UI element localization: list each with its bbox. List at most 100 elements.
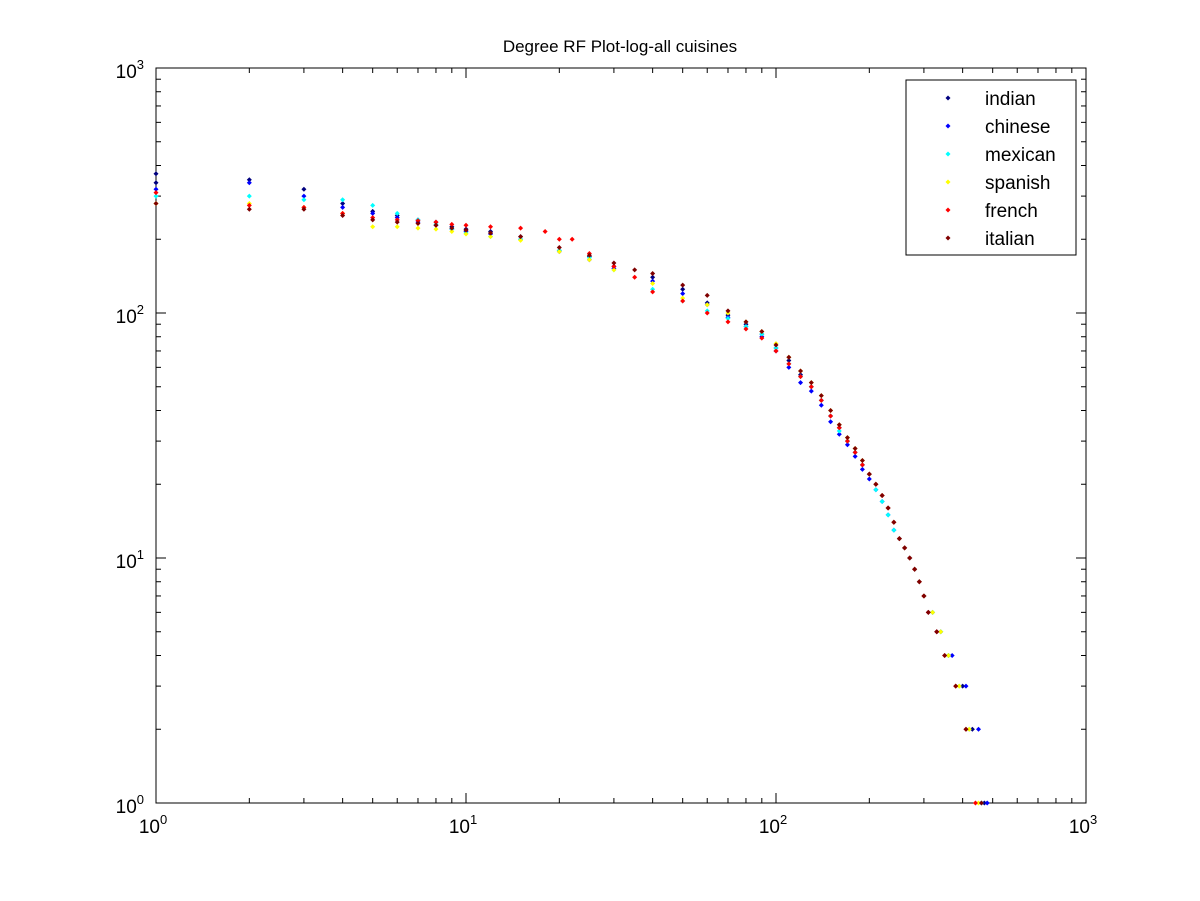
data-point (301, 206, 307, 212)
data-point (852, 453, 858, 459)
data-point (963, 726, 969, 732)
data-point (836, 431, 842, 437)
data-point (859, 462, 865, 468)
data-point (808, 384, 814, 390)
data-point (885, 512, 891, 518)
legend-marker (945, 235, 951, 241)
data-point (773, 345, 779, 351)
data-point (725, 319, 731, 325)
data-point (844, 435, 850, 441)
data-point (153, 186, 159, 192)
data-point (301, 186, 307, 192)
data-point (449, 229, 455, 235)
data-point (859, 466, 865, 472)
data-point (759, 335, 765, 341)
data-point (891, 519, 897, 525)
data-point (556, 236, 562, 242)
data-point (942, 652, 948, 658)
data-point (415, 225, 421, 231)
data-point (818, 393, 824, 399)
legend-marker (945, 123, 951, 129)
data-point (488, 234, 494, 240)
y-tick-label: 102 (116, 302, 144, 328)
data-point (611, 263, 617, 269)
data-point (852, 445, 858, 451)
legend-marker (945, 179, 951, 185)
data-point (556, 245, 562, 251)
data-point (725, 308, 731, 314)
data-point (394, 210, 400, 216)
data-point (394, 219, 400, 225)
data-point (984, 800, 990, 806)
data-point (704, 292, 710, 298)
axis-ticks (155, 68, 1086, 804)
data-point (463, 227, 469, 233)
legend-box (905, 79, 1077, 256)
data-point (153, 190, 159, 196)
data-point (773, 348, 779, 354)
legend-marker (945, 207, 951, 213)
data-point (340, 197, 346, 203)
data-point (650, 289, 656, 295)
x-tick-label: 102 (759, 812, 787, 838)
data-point (340, 204, 346, 210)
data-points (153, 171, 990, 806)
data-point (828, 413, 834, 419)
data-point (569, 236, 575, 242)
data-point (975, 800, 981, 806)
data-point (650, 274, 656, 280)
data-point (866, 476, 872, 482)
data-point (246, 177, 252, 183)
data-point (340, 200, 346, 206)
y-tick-label: 101 (116, 547, 144, 573)
data-point (786, 361, 792, 367)
data-point (798, 374, 804, 380)
data-point (632, 267, 638, 273)
data-point (704, 310, 710, 316)
data-point (934, 629, 940, 635)
data-point (433, 219, 439, 225)
data-point (956, 683, 962, 689)
data-point (879, 499, 885, 505)
data-point (938, 629, 944, 635)
data-point (650, 280, 656, 286)
data-point (153, 193, 159, 199)
data-point (921, 593, 927, 599)
data-point (704, 302, 710, 308)
data-point (972, 800, 978, 806)
data-point (960, 683, 966, 689)
data-point (370, 217, 376, 223)
legend-label: french (985, 201, 1038, 222)
data-point (650, 270, 656, 276)
data-point (966, 726, 972, 732)
data-point (963, 683, 969, 689)
data-point (680, 298, 686, 304)
data-point (786, 357, 792, 363)
data-point (463, 222, 469, 228)
data-point (680, 291, 686, 297)
data-point (488, 230, 494, 236)
legend-marker (945, 151, 951, 157)
data-point (836, 428, 842, 434)
legend-label: spanish (985, 173, 1051, 194)
data-point (866, 471, 872, 477)
data-point (586, 257, 592, 263)
data-point (885, 505, 891, 511)
data-point (873, 481, 879, 487)
data-point (808, 380, 814, 386)
data-point (449, 225, 455, 231)
data-point (859, 458, 865, 464)
data-point (852, 449, 858, 455)
data-point (836, 422, 842, 428)
data-point (925, 609, 931, 615)
data-point (153, 200, 159, 206)
y-tick-label: 103 (116, 57, 144, 83)
data-point (949, 652, 955, 658)
data-point (836, 425, 842, 431)
data-point (798, 380, 804, 386)
data-point (786, 354, 792, 360)
data-point (650, 286, 656, 292)
data-point (891, 527, 897, 533)
data-point (680, 286, 686, 292)
data-point (246, 180, 252, 186)
